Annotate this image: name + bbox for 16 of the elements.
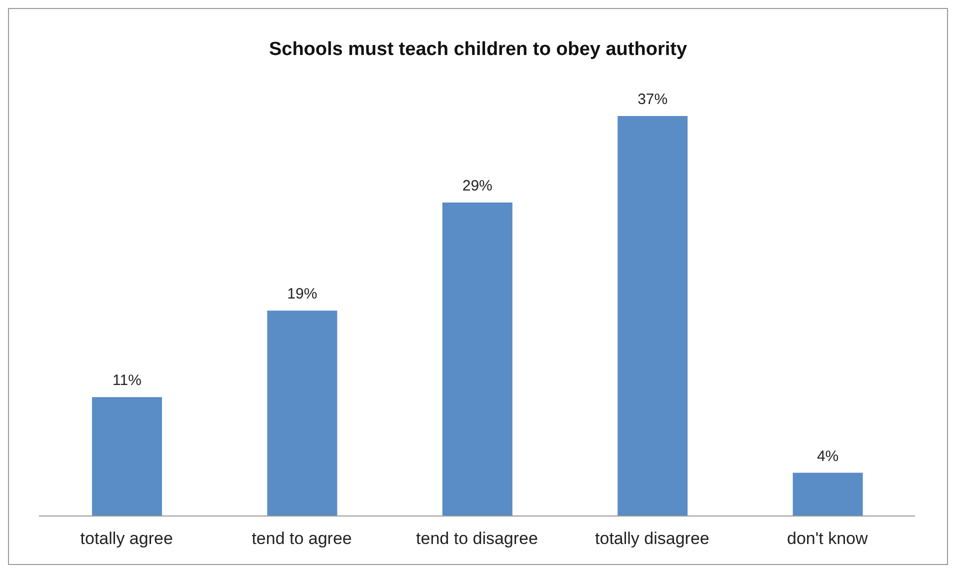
bar [618,116,688,516]
chart-title: Schools must teach children to obey authority [268,39,688,61]
data-label: 19% [287,286,318,303]
x-tick-label: totally disagree [595,529,710,548]
bar [792,472,863,516]
x-tick-label: tend to disagree [416,529,538,548]
data-label: 11% [112,372,142,390]
x-tick-label: don't know [787,529,868,548]
bar [442,202,512,516]
x-tick-label: totally agree [80,529,173,548]
bar [92,397,162,516]
data-label: 29% [462,177,492,194]
bar [267,310,338,516]
x-tick-label: tend to agree [252,529,352,548]
data-label: 37% [638,91,668,108]
data-label: 4% [816,448,839,465]
